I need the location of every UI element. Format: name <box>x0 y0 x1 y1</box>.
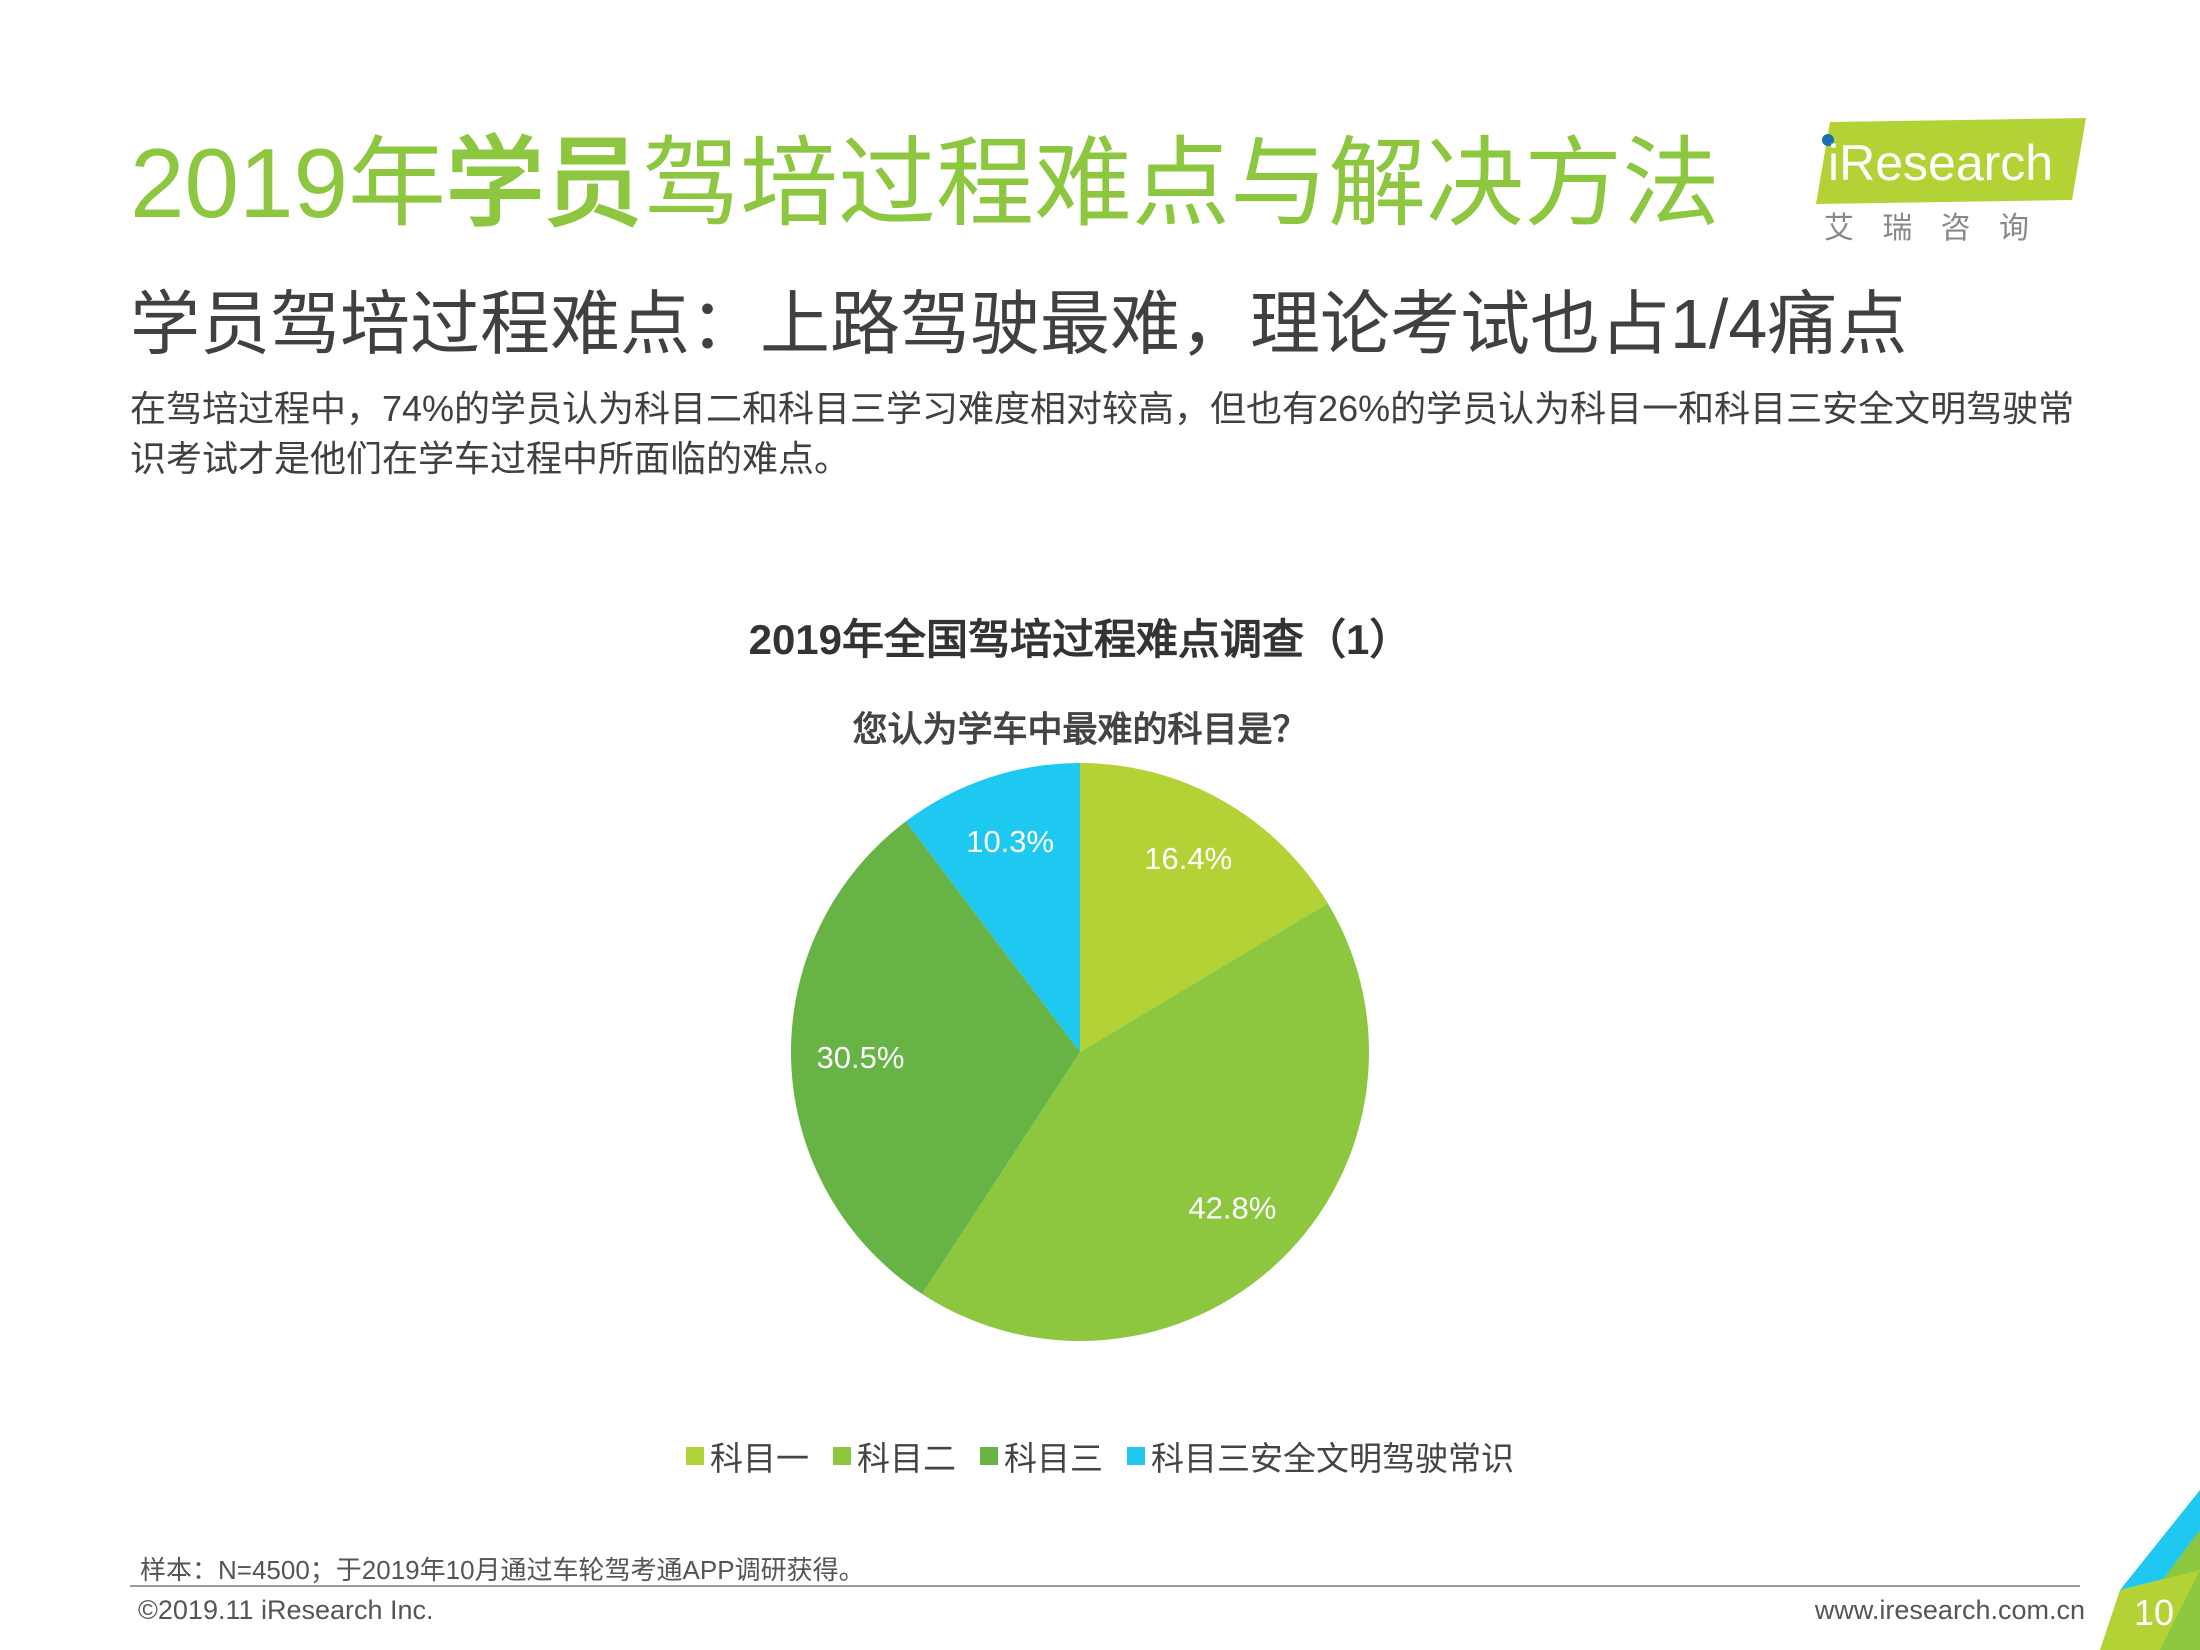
legend-swatch <box>980 1447 998 1465</box>
legend-label: 科目一 <box>710 1440 809 1477</box>
logo: iResearch 艾 瑞 咨 询 <box>1816 118 2086 245</box>
legend-swatch <box>833 1447 851 1465</box>
pie-slice <box>791 821 1080 1295</box>
description: 在驾培过程中，74%的学员认为科目二和科目三学习难度相对较高，但也有26%的学员… <box>130 388 2075 479</box>
logo-badge <box>1816 118 2086 204</box>
corner-decoration <box>2100 1490 2200 1650</box>
pie-slice <box>905 763 1080 1052</box>
title-part: 2019年 <box>130 128 447 238</box>
footnote: 样本：N=4500；于2019年10月通过车轮驾考通APP调研获得。 <box>140 1555 865 1585</box>
title-part: 学员 <box>446 128 643 238</box>
corner-shape <box>2100 1570 2200 1650</box>
chart-title: 2019年全国驾培过程难点调查（1） <box>749 616 1412 663</box>
slide-title: 2019年学员驾培过程难点与解决方法 <box>130 128 1720 238</box>
legend-item: 科目三 <box>980 1432 1103 1480</box>
data-label: 16.4% <box>1144 841 1232 876</box>
legend-item: 科目二 <box>833 1432 956 1480</box>
legend-item: 科目一 <box>686 1432 809 1480</box>
slide-subtitle: 学员驾培过程难点：上路驾驶最难，理论考试也占1/4痛点 <box>130 285 1908 363</box>
page-number: 10 <box>2134 1592 2175 1633</box>
logo-dot <box>1822 134 1834 146</box>
legend-label: 科目三 <box>1004 1440 1103 1477</box>
pie-slice <box>922 903 1369 1341</box>
copyright: ©2019.11 iResearch Inc. <box>138 1595 434 1625</box>
data-label: 10.3% <box>966 824 1054 859</box>
pie-slice <box>1080 763 1328 1052</box>
chart-subtitle: 您认为学车中最难的科目是？ <box>852 709 1307 749</box>
legend-label: 科目二 <box>857 1440 956 1477</box>
chart: 2019年全国驾培过程难点调查（1） 您认为学车中最难的科目是？ 16.4% 42… <box>749 616 1412 1341</box>
logo-tagline: 艾 瑞 咨 询 <box>1824 212 2039 245</box>
legend: 科目一 科目二 科目三 科目三安全文明驾驶常识 <box>0 1432 2200 1480</box>
footer-rule <box>130 1585 2080 1587</box>
legend-label: 科目三安全文明驾驶常识 <box>1151 1440 1514 1477</box>
legend-item: 科目三安全文明驾驶常识 <box>1127 1432 1514 1480</box>
data-label: 30.5% <box>817 1040 905 1075</box>
logo-brand: iResearch <box>1828 135 2053 191</box>
title-part: 驾培过程难点与解决方法 <box>642 128 1721 238</box>
website: www.iresearch.com.cn <box>1814 1595 2085 1625</box>
legend-swatch <box>1127 1447 1145 1465</box>
data-label: 42.8% <box>1188 1190 1276 1225</box>
legend-swatch <box>686 1447 704 1465</box>
